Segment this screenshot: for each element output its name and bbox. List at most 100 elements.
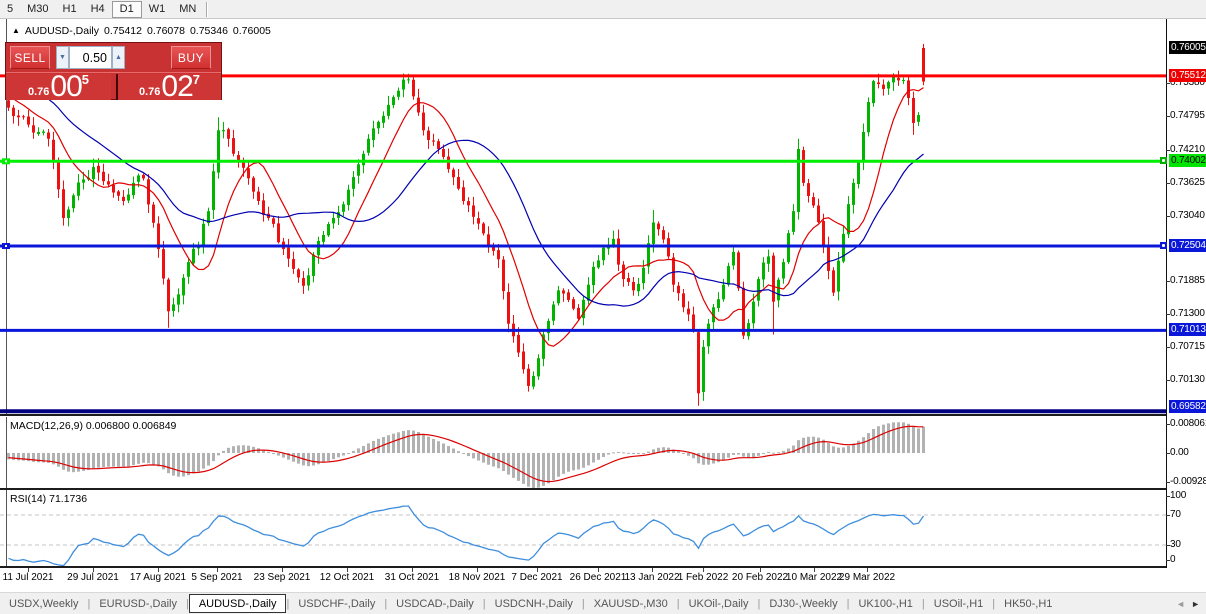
date-axis-label: 29 Jul 2021 (67, 572, 119, 583)
date-axis-tick (217, 568, 218, 572)
buy-button[interactable]: BUY (171, 46, 211, 69)
date-axis-tick (93, 568, 94, 572)
rsi-axis-label: 100 (1170, 490, 1187, 501)
sell-button[interactable]: SELL (10, 46, 50, 69)
tab-usdchf-daily[interactable]: USDCHF-,Daily (298, 597, 376, 610)
timeframe-button-W1[interactable]: W1 (148, 3, 166, 15)
rsi-axis-tick (1166, 560, 1170, 561)
ohlc-close: 0.76005 (232, 25, 271, 37)
price-axis-tick (1166, 215, 1170, 217)
rsi-canvas[interactable] (0, 490, 1166, 566)
date-axis-label: 18 Nov 2021 (448, 572, 506, 583)
pane-separator[interactable] (0, 414, 1206, 416)
date-axis-tick (537, 568, 538, 572)
tab-separator: | (185, 597, 189, 610)
rsi-value: 71.1736 (49, 493, 88, 505)
price-axis-highlight-label: 0.72504 (1169, 239, 1206, 253)
tab-separator: | (384, 597, 388, 610)
pane-separator[interactable] (0, 566, 1206, 568)
tab-separator: | (87, 597, 91, 610)
price-axis-highlight-label: 0.71013 (1169, 323, 1206, 337)
price-axis-highlight-label: 0.75512 (1169, 68, 1206, 82)
rsi-axis-label: 30 (1170, 539, 1181, 550)
timeframe-button-H4[interactable]: H4 (90, 3, 105, 15)
tab-usdcnh-daily[interactable]: USDCNH-,Daily (494, 597, 573, 610)
chart-title: ▲ AUDUSD-,Daily 0.75412 0.76078 0.75346 0.760… (12, 25, 276, 37)
date-axis-label: 10 Mar 2022 (785, 572, 843, 583)
macd-axis-label: 0.00 (1170, 447, 1189, 458)
price-axis-label: 0.75380 (1170, 77, 1205, 89)
rsi-name: RSI(14) (10, 493, 47, 505)
rsi-axis-label: 70 (1170, 509, 1181, 520)
collapse-triangle-icon[interactable]: ▲ (12, 26, 20, 35)
tab-eurusd-daily[interactable]: EURUSD-,Daily (99, 597, 177, 610)
tab-usdx-weekly[interactable]: USDX,Weekly (9, 597, 79, 610)
timeframe-button-H1[interactable]: H1 (62, 3, 77, 15)
buy-price-pip: 7 (192, 72, 201, 87)
rsi-title: RSI(14) 71.1736 (10, 493, 87, 505)
macd-axis-tick (1166, 482, 1170, 483)
tab-ukoil-daily[interactable]: UKOil-,Daily (688, 597, 749, 610)
buy-price[interactable]: 0.76 02 7 (116, 72, 221, 102)
chart-window: ▲ AUDUSD-,Daily 0.75412 0.76078 0.75346 0.760… (0, 19, 1206, 592)
sell-price-prefix: 0.76 (27, 86, 50, 98)
tab-uk100-h1[interactable]: UK100-,H1 (858, 597, 913, 610)
sell-price-big: 00 (50, 70, 82, 103)
price-axis-tick (1166, 116, 1170, 118)
timeframe-button-D1[interactable]: D1 (111, 0, 142, 18)
date-axis-tick (760, 568, 761, 572)
macd-axis-tick (1166, 424, 1170, 425)
date-axis-label: 1 Feb 2022 (677, 572, 729, 583)
tab-usoil-h1[interactable]: USOil-,H1 (933, 597, 984, 610)
timeframe-button-5[interactable]: 5 (7, 3, 14, 15)
tab-dj30-weekly[interactable]: DJ30-,Weekly (769, 597, 838, 610)
tab-separator: | (757, 597, 761, 610)
tab-hk50-h1[interactable]: HK50-,H1 (1004, 597, 1053, 610)
macd-axis-label: -0.00928 (1170, 476, 1206, 487)
timeframe-button-M30[interactable]: M30 (27, 3, 49, 15)
macd-name: MACD(12,26,9) (10, 420, 83, 432)
toolbar-separator (206, 1, 208, 17)
tab-usdcad-daily[interactable]: USDCAD-,Daily (396, 597, 474, 610)
date-axis-label: 12 Oct 2021 (319, 572, 375, 583)
price-line-marker (1160, 242, 1167, 250)
date-axis-tick (652, 568, 653, 572)
tab-audusd-daily[interactable]: AUDUSD-,Daily (188, 594, 287, 613)
rsi-axis-tick (1166, 545, 1170, 546)
timeframe-button-MN[interactable]: MN (179, 3, 197, 15)
tab-xauusd-m30[interactable]: XAUUSD-,M30 (593, 597, 668, 610)
volume-decrease-button[interactable]: ▼ (56, 46, 69, 69)
macd-canvas[interactable] (0, 417, 1166, 488)
volume-increase-button[interactable]: ▲ (112, 46, 125, 69)
tab-scroll-right-icon[interactable]: ► (1191, 598, 1200, 609)
price-axis-tick (1166, 314, 1170, 316)
volume-input[interactable] (69, 46, 112, 69)
date-axis-tick (412, 568, 413, 572)
pane-separator[interactable] (0, 488, 1206, 490)
sell-price[interactable]: 0.76 00 5 (6, 70, 111, 103)
date-axis-label: 31 Oct 2021 (384, 572, 440, 583)
price-axis-label: 0.74795 (1170, 110, 1205, 122)
price-axis-label: 0.73625 (1170, 176, 1205, 188)
date-axis-label: 26 Dec 2021 (569, 572, 627, 583)
date-axis-label: 17 Aug 2021 (129, 572, 187, 583)
price-axis-label: 0.74210 (1170, 143, 1205, 155)
date-axis-label: 13 Jan 2022 (624, 572, 680, 583)
date-axis-label: 23 Sep 2021 (253, 572, 311, 583)
chevron-up-icon: ▲ (115, 54, 122, 61)
rsi-axis-tick (1166, 496, 1170, 497)
chevron-down-icon: ▼ (59, 54, 66, 61)
date-axis-tick (28, 568, 29, 572)
price-axis-label: 0.73040 (1170, 209, 1205, 221)
date-axis-tick (703, 568, 704, 572)
chart-tab-bar: USDX,Weekly | EURUSD-,Daily | AUDUSD-,Daily |… (0, 592, 1206, 614)
price-axis-highlight-label: 0.69582 (1169, 400, 1206, 413)
price-axis-tick (1166, 182, 1170, 184)
tab-scroll-left-icon[interactable]: ◄ (1176, 598, 1186, 609)
date-axis-tick (347, 568, 348, 572)
tab-separator: | (846, 597, 850, 610)
price-axis[interactable] (1166, 19, 1206, 568)
tab-separator: | (921, 597, 925, 610)
date-axis[interactable]: 11 Jul 2021 29 Jul 2021 17 Aug 2021 5 Sep 2… (0, 568, 1166, 592)
date-axis-label: 20 Feb 2022 (731, 572, 789, 583)
